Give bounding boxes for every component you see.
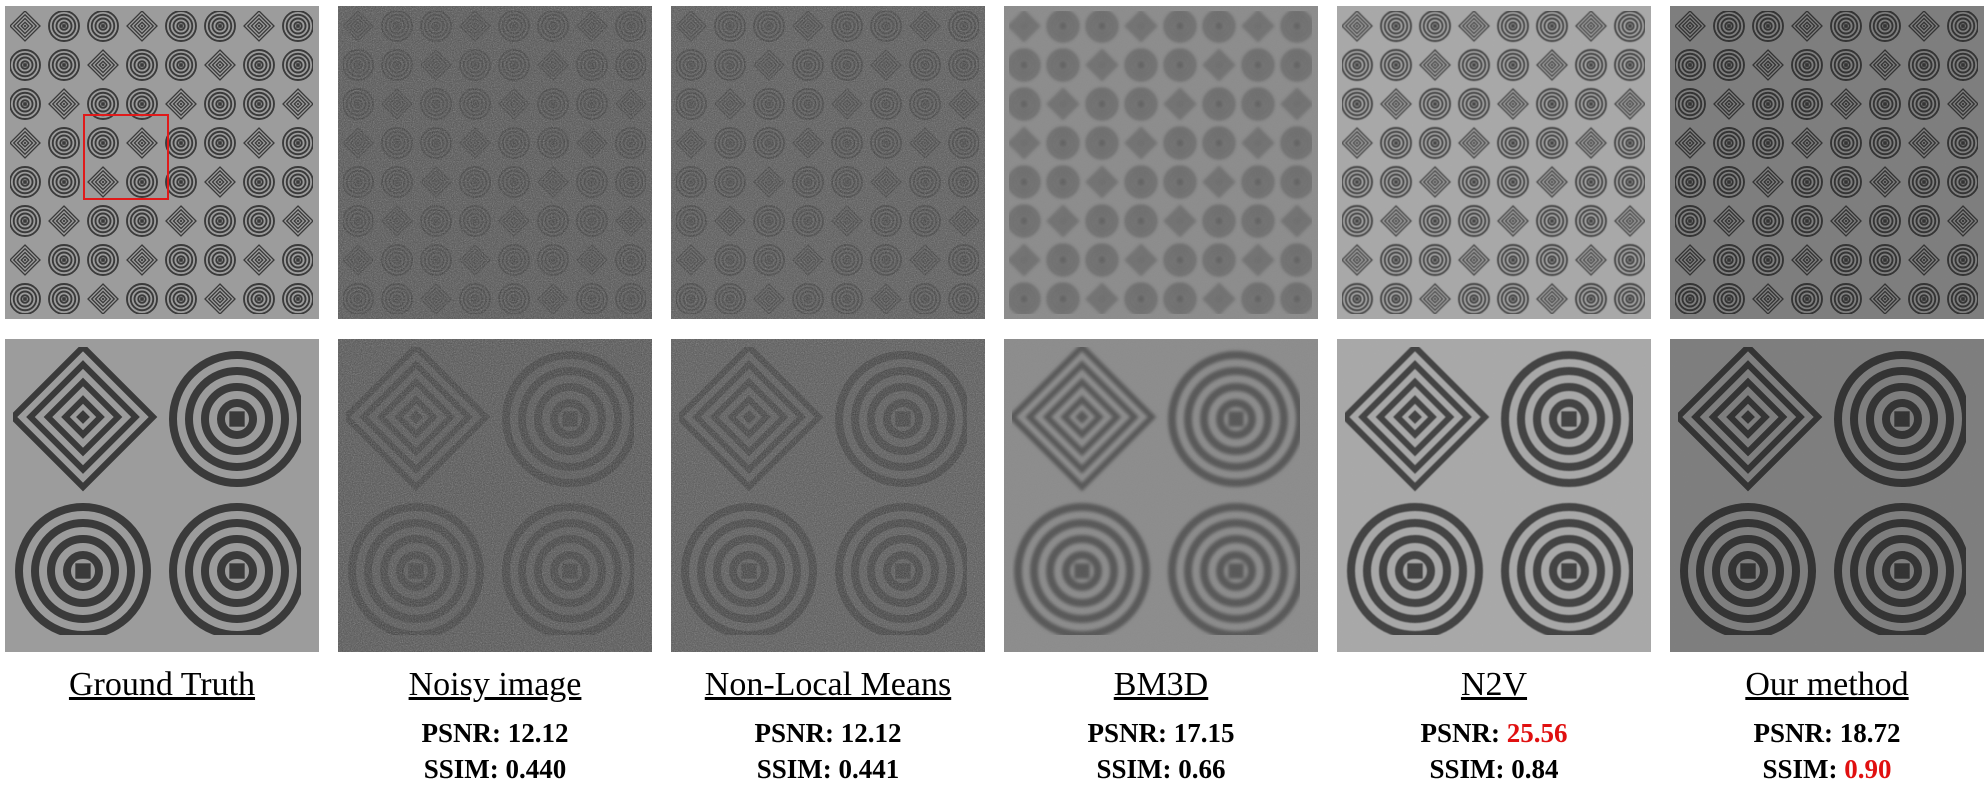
column-ground-truth: Ground Truth <box>5 0 319 790</box>
caption-non-local-means: Non-Local Means <box>704 666 952 703</box>
psnr-value: 25.56 <box>1506 718 1568 748</box>
psnr-n2v: PSNR: 25.56 <box>1337 716 1651 750</box>
ssim-label: SSIM: <box>756 754 839 784</box>
column-our-method: Our method PSNR: 18.72 SSIM: 0.90 <box>1670 0 1984 790</box>
image-zoom-n2v <box>1337 339 1651 652</box>
image-zoom-noisy <box>338 339 652 652</box>
image-zoom-bm3d <box>1004 339 1318 652</box>
ssim-bm3d: SSIM: 0.66 <box>1004 752 1318 786</box>
psnr-noisy: PSNR: 12.12 <box>338 716 652 750</box>
psnr-nlm: PSNR: 12.12 <box>671 716 985 750</box>
image-zoom-ours <box>1670 339 1984 652</box>
ssim-value: 0.441 <box>838 754 900 784</box>
psnr-label: PSNR: <box>1420 718 1507 748</box>
psnr-label: PSNR: <box>754 718 841 748</box>
caption-bm3d: BM3D <box>1113 666 1209 703</box>
column-bm3d: BM3D PSNR: 17.15 SSIM: 0.66 <box>1004 0 1318 790</box>
image-zoom-nlm <box>671 339 985 652</box>
column-noisy-image: Noisy image PSNR: 12.12 SSIM: 0.440 <box>338 0 652 790</box>
ssim-n2v: SSIM: 0.84 <box>1337 752 1651 786</box>
psnr-bm3d: PSNR: 17.15 <box>1004 716 1318 750</box>
ssim-noisy: SSIM: 0.440 <box>338 752 652 786</box>
psnr-value: 17.15 <box>1173 718 1235 748</box>
ssim-label: SSIM: <box>1096 754 1179 784</box>
psnr-label: PSNR: <box>1087 718 1174 748</box>
ssim-ours: SSIM: 0.90 <box>1670 752 1984 786</box>
ssim-value: 0.90 <box>1844 754 1892 784</box>
psnr-label: PSNR: <box>1753 718 1840 748</box>
image-full-n2v <box>1337 6 1651 319</box>
psnr-value: 12.12 <box>507 718 569 748</box>
column-n2v: N2V PSNR: 25.56 SSIM: 0.84 <box>1337 0 1651 790</box>
ssim-label: SSIM: <box>1429 754 1512 784</box>
ssim-value: 0.66 <box>1178 754 1226 784</box>
ssim-nlm: SSIM: 0.441 <box>671 752 985 786</box>
image-full-noisy <box>338 6 652 319</box>
image-zoom-ground-truth <box>5 339 319 652</box>
psnr-ours: PSNR: 18.72 <box>1670 716 1984 750</box>
roi-highlight-box <box>83 114 169 200</box>
caption-our-method: Our method <box>1745 666 1909 703</box>
image-full-ground-truth <box>5 6 319 319</box>
image-full-ours <box>1670 6 1984 319</box>
image-full-nlm <box>671 6 985 319</box>
ssim-value: 0.440 <box>505 754 567 784</box>
image-full-bm3d <box>1004 6 1318 319</box>
caption-n2v: N2V <box>1460 666 1528 703</box>
column-non-local-means: Non-Local Means PSNR: 12.12 SSIM: 0.441 <box>671 0 985 790</box>
caption-noisy-image: Noisy image <box>408 666 582 703</box>
psnr-value: 18.72 <box>1839 718 1901 748</box>
caption-ground-truth: Ground Truth <box>68 666 256 703</box>
psnr-value: 12.12 <box>840 718 902 748</box>
ssim-value: 0.84 <box>1511 754 1559 784</box>
ssim-label: SSIM: <box>1762 754 1845 784</box>
psnr-label: PSNR: <box>421 718 508 748</box>
ssim-label: SSIM: <box>423 754 506 784</box>
